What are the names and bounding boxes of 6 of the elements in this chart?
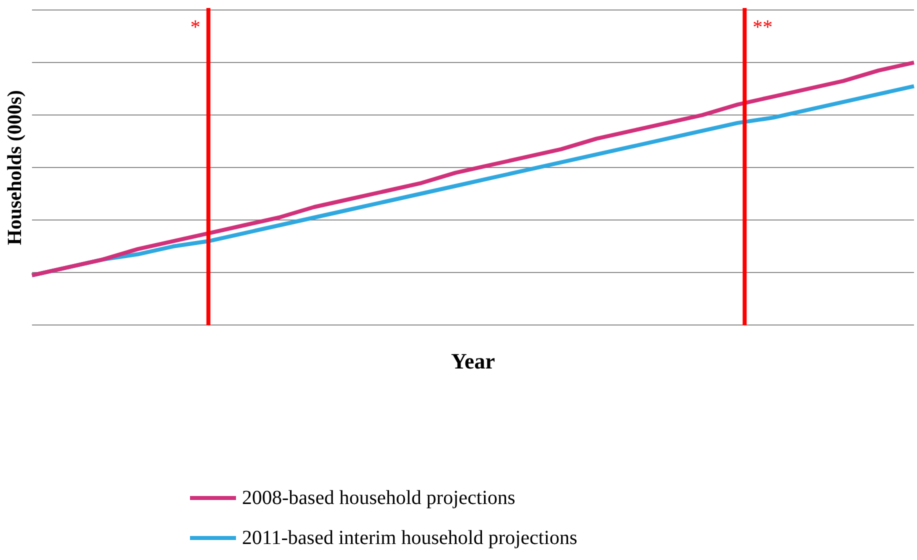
text: * — [190, 16, 200, 38]
legend-label: 2008-based household projections — [242, 486, 516, 510]
legend-label: 2011-based interim household projections — [242, 526, 578, 550]
text: ** — [752, 16, 773, 38]
x-axis-title: Year — [451, 348, 496, 374]
y-axis-title: Households (000s) — [4, 90, 26, 246]
